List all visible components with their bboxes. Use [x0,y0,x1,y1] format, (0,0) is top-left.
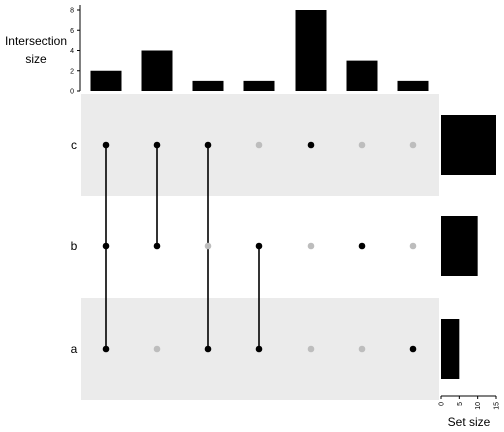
set-label-c: c [71,138,77,152]
set-size-bar-b [441,216,478,276]
matrix-dot-inactive [409,141,417,149]
matrix-dot-active [204,141,212,149]
set-label-b: b [71,239,78,253]
x-tick-label: 10 [475,402,482,410]
matrix-dot-active [153,242,161,250]
matrix-dot-inactive [307,345,315,353]
intersection-bar [243,80,275,91]
set-size-x-ticks: 0 5 10 15 [439,396,501,410]
intersection-bar [141,50,173,91]
matrix-dot-active [102,345,110,353]
matrix-dot-active [255,242,263,250]
intersection-size-bars [90,10,429,91]
matrix-dot-active [102,242,110,250]
intersection-axis-title-line1: Intersection [5,34,67,48]
intersection-axis-title-line2: size [25,52,47,66]
x-tick-label: 15 [494,402,501,410]
x-tick-label: 5 [457,402,464,406]
intersection-matrix [102,141,417,353]
matrix-dot-active [409,345,417,353]
y-tick-label: 6 [70,28,74,35]
set-labels: c b a [71,138,78,356]
set-label-a: a [71,342,78,356]
intersection-bar [90,70,122,91]
matrix-dot-inactive [409,242,417,250]
matrix-dot-active [358,242,366,250]
intersection-bar [192,80,224,91]
x-tick-label: 0 [439,402,446,406]
intersection-bar [346,60,378,91]
matrix-dot-inactive [358,141,366,149]
y-tick-label: 2 [70,68,74,75]
set-size-axis-title: Set size [448,415,491,429]
set-size-bar-c [441,115,496,175]
y-tick-label: 0 [70,89,74,96]
matrix-dot-active [102,141,110,149]
matrix-dot-active [204,345,212,353]
matrix-dot-active [153,141,161,149]
intersection-bar [295,10,327,91]
matrix-dot-inactive [307,242,315,250]
matrix-dot-inactive [153,345,161,353]
matrix-dot-inactive [358,345,366,353]
set-size-bars [441,115,496,379]
y-tick-label: 4 [70,48,74,55]
intersection-bar [397,80,429,91]
y-tick-label: 8 [70,8,74,15]
intersection-y-ticks: 0 2 4 6 8 [70,8,80,96]
set-size-bar-a [441,319,460,379]
matrix-dot-inactive [204,242,212,250]
matrix-dot-active [307,141,315,149]
matrix-dot-inactive [255,141,263,149]
matrix-dot-active [255,345,263,353]
